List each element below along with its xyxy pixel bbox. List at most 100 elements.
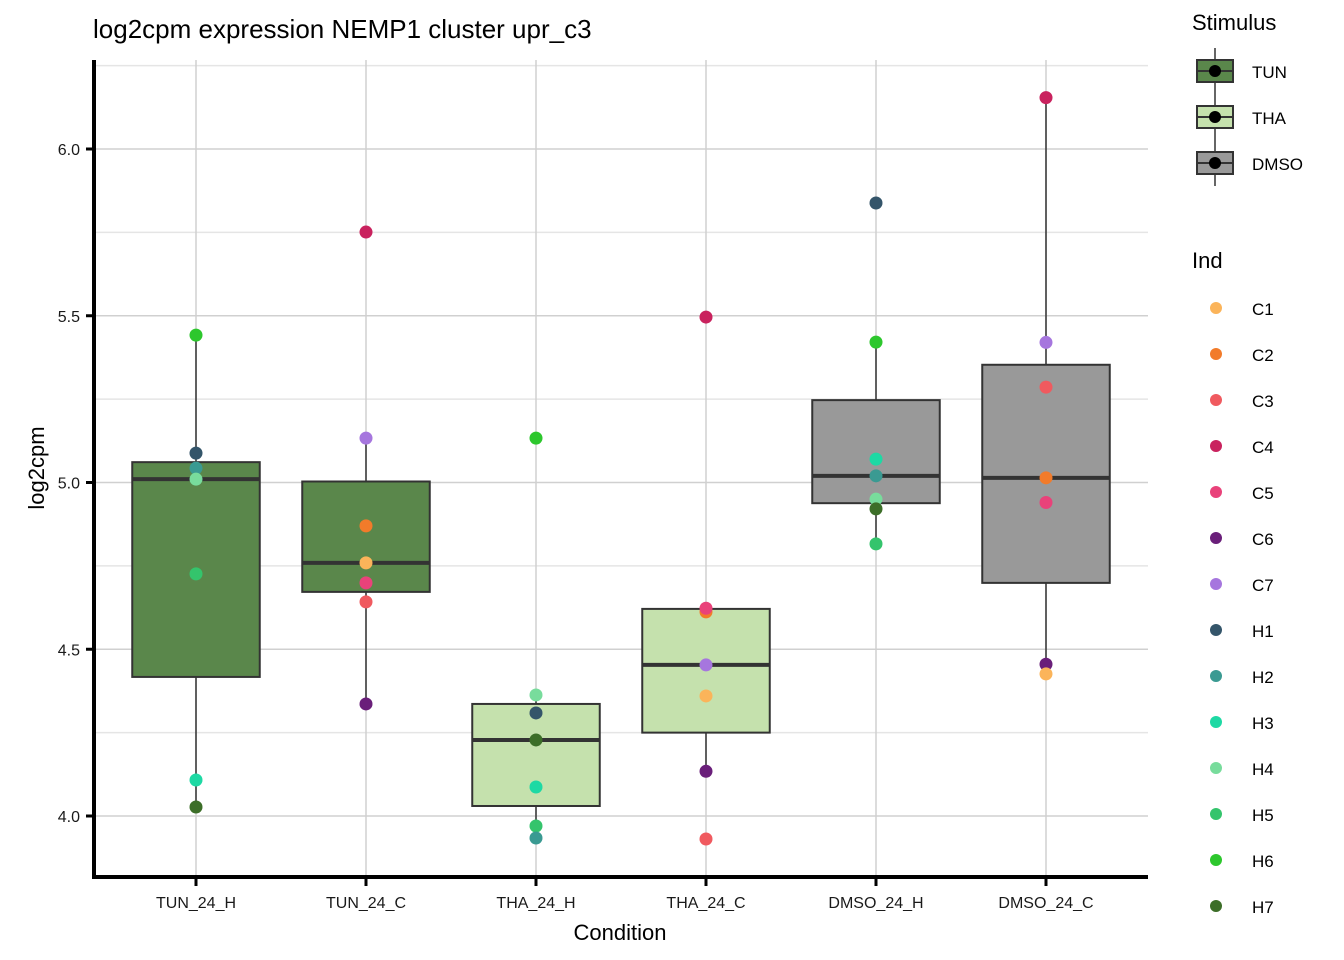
legend-key-point [1210,302,1222,314]
x-tick-label: THA_24_C [666,895,745,912]
data-point-H5 [189,567,203,581]
legend-key-point [1210,394,1222,406]
legend-ind: Ind C1 C2 C3 C4 C5 C6 C7 H1 H2 H3 H4 H5 H6 H7 [1192,248,1274,917]
legend-label: H3 [1252,714,1274,733]
legend-label: H6 [1252,852,1274,871]
legend-item-THA: THA [1196,94,1287,140]
legend-label: H5 [1252,806,1274,825]
y-tick-label: 4.5 [58,642,80,659]
legend-item-C6: C6 [1210,530,1274,549]
legend-key-point [1210,578,1222,590]
legend-item-C7: C7 [1210,576,1274,595]
legend-title: Stimulus [1192,10,1276,35]
data-point-H7 [189,800,203,814]
legend-item-C4: C4 [1210,438,1274,457]
x-tick-label: TUN_24_C [326,895,406,912]
legend-item-C3: C3 [1210,392,1274,411]
data-point-C5 [359,576,373,590]
data-point-H7 [869,502,883,516]
legend-key-point [1209,157,1221,169]
data-point-C6 [359,697,373,711]
data-point-H7 [529,733,543,747]
data-point-H3 [189,773,203,787]
data-point-C6 [1039,657,1053,671]
legend-key-point [1210,670,1222,682]
legend-item-H7: H7 [1210,898,1274,917]
legend-label: H2 [1252,668,1274,687]
legend-item-H2: H2 [1210,668,1274,687]
legend-item-DMSO: DMSO [1196,140,1303,186]
chart-title: log2cpm expression NEMP1 cluster upr_c3 [93,14,592,44]
legend-label: C6 [1252,530,1274,549]
y-tick-label: 4.0 [58,809,80,826]
data-point-H4 [189,472,203,486]
data-point-H6 [869,335,883,349]
box-TUN_24_C [301,438,431,704]
data-point-H3 [529,780,543,794]
legend-label: C2 [1252,346,1274,365]
legend-key-point [1210,854,1222,866]
legend-key-point [1210,486,1222,498]
data-point-C3 [359,595,373,609]
data-point-C1 [699,689,713,703]
data-point-H2 [189,461,203,475]
legend-item-H4: H4 [1210,760,1274,779]
data-point-C3 [699,832,713,846]
legend-label: TUN [1252,63,1287,82]
data-point-C7 [359,431,373,445]
data-point-H6 [529,431,543,445]
legend-title: Ind [1192,248,1223,273]
data-point-H1 [189,446,203,460]
legend-key-point [1210,532,1222,544]
legend-item-H5: H5 [1210,806,1274,825]
legend-label: DMSO [1252,155,1303,174]
y-axis-title: log2cpm [24,426,49,509]
data-point-H3 [869,452,883,466]
legend-item-H1: H1 [1210,622,1274,641]
legend-key-point [1210,348,1222,360]
legend-label: C4 [1252,438,1274,457]
data-point-C2 [359,519,373,533]
data-point-C2 [1039,471,1053,485]
legend-key-point [1210,900,1222,912]
data-point-C1 [359,556,373,570]
legend-item-C1: C1 [1210,300,1274,319]
legend-key-point [1210,808,1222,820]
x-tick-label: DMSO_24_H [828,895,923,912]
legend-item-C2: C2 [1210,346,1274,365]
x-tick-label: DMSO_24_C [998,895,1093,912]
x-ticks: TUN_24_H TUN_24_C THA_24_H THA_24_C DMSO_24_… [156,877,1094,912]
boxes [131,97,1111,839]
legend-label: C5 [1252,484,1274,503]
legend-key-point [1209,111,1221,123]
x-axis-title: Condition [574,920,667,945]
legend-item-TUN: TUN [1196,48,1287,94]
legend-key-point [1210,716,1222,728]
data-points [189,91,1053,846]
legend-item-H3: H3 [1210,714,1274,733]
data-point-H1 [869,196,883,210]
y-ticks: 4.0 4.5 5.0 5.5 6.0 [58,142,94,826]
y-tick-label: 6.0 [58,142,80,159]
x-tick-label: THA_24_H [496,895,575,912]
data-point-C7 [699,658,713,672]
axes [92,60,1148,879]
data-point-H2 [869,469,883,483]
box-iqr [811,399,941,505]
legend-label: H4 [1252,760,1274,779]
box-DMSO_24_H [811,342,941,544]
data-point-H4 [869,492,883,506]
box-iqr [301,480,431,593]
legend-item-H6: H6 [1210,852,1274,871]
data-point-C3 [1039,380,1053,394]
data-point-C7 [1039,335,1053,349]
legend-item-C5: C5 [1210,484,1274,503]
data-point-H1 [529,706,543,720]
data-point-H4 [529,688,543,702]
legend-stimulus: Stimulus TUN THA DMSO [1192,10,1303,186]
legend-key-point [1210,624,1222,636]
legend-key-point [1209,65,1221,77]
data-point-C4 [359,225,373,239]
x-tick-label: TUN_24_H [156,895,236,912]
